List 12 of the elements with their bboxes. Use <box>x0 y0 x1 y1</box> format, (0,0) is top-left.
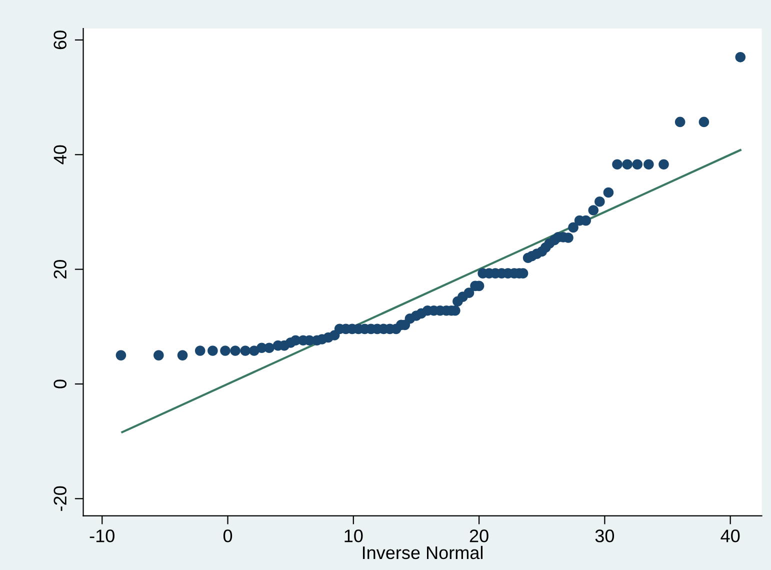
y-tick-label: 40 <box>54 145 67 164</box>
x-tick-label: 30 <box>595 530 614 542</box>
y-tick-label: -20 <box>54 486 67 511</box>
x-axis-title: Inverse Normal <box>362 546 483 560</box>
y-tick-label: 0 <box>54 380 67 388</box>
y-tick-label: 20 <box>54 260 67 278</box>
y-tick-label: 60 <box>54 30 67 50</box>
x-tick-label: 10 <box>344 530 363 542</box>
x-tick-label: 40 <box>720 530 740 542</box>
x-tick-label: 20 <box>470 530 488 542</box>
x-tick-label: -10 <box>90 530 114 542</box>
x-tick-label: 0 <box>223 530 232 542</box>
